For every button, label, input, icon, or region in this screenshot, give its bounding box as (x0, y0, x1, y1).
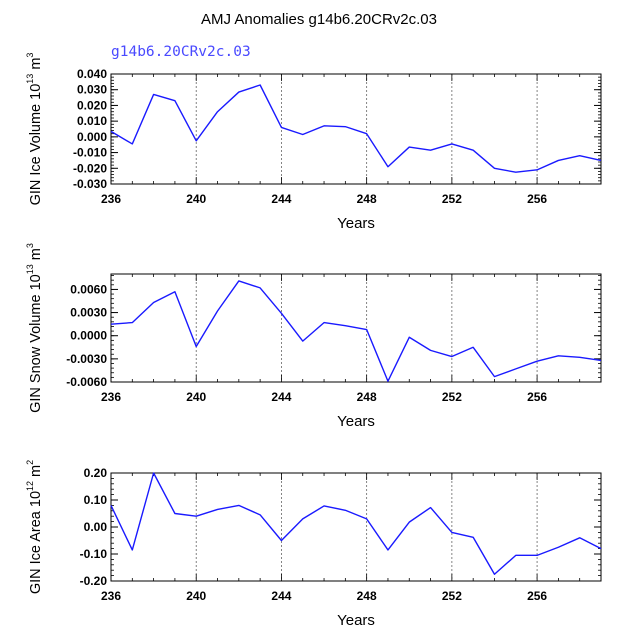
x-tick-label: 236 (101, 390, 121, 404)
y-tick-label: 0.0000 (70, 329, 107, 343)
y-tick-label: 0.20 (84, 466, 108, 480)
x-tick-label: 236 (101, 192, 121, 206)
y-tick-label: -0.0060 (66, 375, 107, 389)
plot-frame (110, 73, 602, 185)
x-tick-label: 244 (271, 589, 291, 603)
x-tick-label: 244 (271, 390, 291, 404)
x-tick-label: 248 (357, 390, 377, 404)
y-tick-label: 0.0060 (70, 282, 107, 296)
y-tick-label: 0.10 (84, 493, 108, 507)
y-tick-label: -0.020 (73, 161, 107, 175)
y-tick-label: 0.0030 (70, 306, 107, 320)
x-axis-label: Years (337, 413, 375, 430)
figure-title: AMJ Anomalies g14b6.20CRv2c.03 (201, 11, 437, 28)
x-tick-label: 252 (442, 390, 462, 404)
x-tick-label: 256 (527, 589, 547, 603)
y-tick-label: -0.0030 (66, 352, 107, 366)
x-axis-label: Years (337, 215, 375, 232)
x-tick-label: 256 (527, 192, 547, 206)
y-tick-label: 0.020 (77, 98, 107, 112)
x-tick-label: 236 (101, 589, 121, 603)
x-tick-label: 256 (527, 390, 547, 404)
y-tick-label: 0.040 (77, 67, 107, 81)
panel-3: -0.20 -0.10 0.00 0.10 0.20 236 240 244 248 252 256… (25, 460, 602, 629)
series-line (110, 84, 602, 173)
x-tick-label: 240 (186, 390, 206, 404)
y-axis-label: GIN Snow Volume 1013 m3 (25, 243, 44, 413)
series-line (110, 472, 602, 575)
panel-2: -0.0060 -0.0030 0.0000 0.0030 0.0060 236 240 24… (25, 243, 602, 430)
x-tick-label: 252 (442, 589, 462, 603)
x-tick-label: 252 (442, 192, 462, 206)
y-tick-label: 0.010 (77, 114, 107, 128)
x-tick-label: 240 (186, 589, 206, 603)
plot-frame (110, 273, 602, 383)
y-tick-label: -0.030 (73, 177, 107, 191)
y-tick-label: -0.10 (80, 547, 108, 561)
y-tick-label: -0.010 (73, 146, 107, 160)
x-tick-label: 244 (271, 192, 291, 206)
y-axis-label: GIN Ice Volume 1013 m3 (25, 53, 44, 206)
y-tick-label: 0.000 (77, 130, 107, 144)
x-tick-label: 248 (357, 192, 377, 206)
series-line (110, 280, 602, 382)
x-tick-label: 248 (357, 589, 377, 603)
x-tick-label: 240 (186, 192, 206, 206)
y-axis-label: GIN Ice Area 1012 m2 (25, 460, 44, 594)
y-tick-label: 0.00 (84, 520, 108, 534)
plot-frame (110, 472, 602, 582)
case-subtitle: g14b6.20CRv2c.03 (111, 44, 251, 60)
y-tick-label: 0.030 (77, 83, 107, 97)
x-axis-label: Years (337, 612, 375, 629)
y-tick-label: -0.20 (80, 574, 108, 588)
